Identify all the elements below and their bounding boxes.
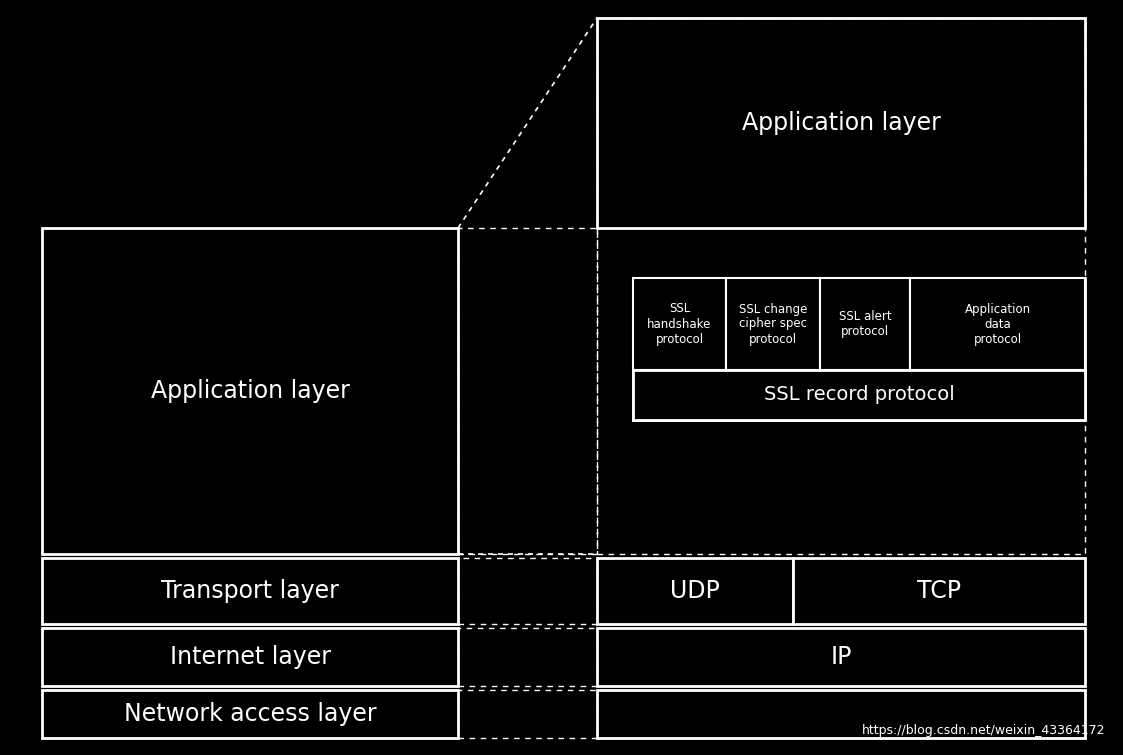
Bar (42, 628, 458, 686)
Bar (458, 628, 597, 686)
Bar (633, 370, 1085, 420)
Bar (725, 278, 820, 370)
Text: SSL record protocol: SSL record protocol (764, 386, 955, 405)
Bar (633, 278, 725, 370)
Bar (820, 278, 910, 370)
Text: Transport layer: Transport layer (161, 579, 339, 603)
Bar (793, 558, 1085, 624)
Text: UDP: UDP (670, 579, 720, 603)
Text: IP: IP (830, 645, 851, 669)
Bar (42, 558, 458, 624)
Bar (597, 558, 793, 624)
Bar (458, 228, 597, 554)
Bar (42, 228, 458, 554)
Text: SSL change
cipher spec
protocol: SSL change cipher spec protocol (739, 303, 807, 346)
Bar (597, 690, 1085, 738)
Bar (633, 278, 1085, 420)
Text: Internet layer: Internet layer (170, 645, 330, 669)
Text: https://blog.csdn.net/weixin_43364172: https://blog.csdn.net/weixin_43364172 (861, 724, 1105, 737)
Text: TCP: TCP (917, 579, 961, 603)
Text: SSL alert
protocol: SSL alert protocol (839, 310, 892, 338)
Text: Application layer: Application layer (741, 111, 940, 135)
Bar (458, 690, 597, 738)
Bar (42, 690, 458, 738)
Text: Network access layer: Network access layer (124, 702, 376, 726)
Text: Application layer: Application layer (150, 379, 349, 403)
Bar (597, 18, 1085, 554)
Text: Application
data
protocol: Application data protocol (965, 303, 1031, 346)
Bar (458, 558, 597, 624)
Bar (910, 278, 1085, 370)
Bar (597, 628, 1085, 686)
Text: SSL
handshake
protocol: SSL handshake protocol (647, 303, 712, 346)
Bar (597, 18, 1085, 228)
